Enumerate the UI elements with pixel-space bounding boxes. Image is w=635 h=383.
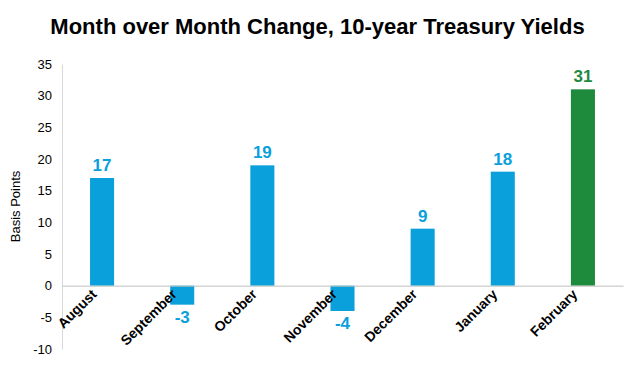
y-tick-label: -5 — [40, 310, 52, 325]
x-tick: September — [117, 286, 182, 349]
y-tick: 35 — [38, 57, 62, 72]
bar — [491, 172, 515, 286]
y-tick-label: 15 — [38, 183, 52, 198]
y-tick-label: 35 — [38, 57, 52, 72]
x-tick-label: November — [280, 286, 340, 346]
y-tick: 15 — [38, 183, 62, 198]
data-labels: 17 -3 19 -4 9 18 31 — [93, 67, 593, 333]
bar — [250, 165, 274, 285]
y-tick: -10 — [33, 342, 62, 357]
x-axis: August September October November December Ja… — [54, 286, 623, 349]
y-tick-label: 25 — [38, 120, 52, 135]
x-tick-label: February — [527, 286, 581, 340]
y-tick-label: 30 — [38, 88, 52, 103]
y-tick: 25 — [38, 120, 62, 135]
data-label: 18 — [493, 150, 512, 169]
plot: -10 -5 0 5 10 15 20 25 30 35 August September Octobe… — [33, 57, 623, 357]
data-label: 17 — [93, 156, 112, 175]
data-label: 31 — [573, 67, 592, 86]
x-tick-label: December — [361, 286, 421, 346]
y-tick: 10 — [38, 215, 62, 230]
y-tick: 5 — [45, 247, 62, 262]
x-tick: December — [361, 286, 423, 346]
x-tick: August — [54, 286, 102, 332]
y-tick-label: -10 — [33, 342, 52, 357]
bar — [411, 229, 435, 286]
y-tick: 20 — [38, 152, 62, 167]
y-tick: 30 — [38, 88, 62, 103]
y-tick-label: 10 — [38, 215, 52, 230]
x-tick: November — [280, 286, 342, 346]
data-label: 19 — [253, 143, 272, 162]
y-tick-label: 5 — [45, 247, 52, 262]
x-tick-label: January — [451, 286, 500, 335]
y-tick: 0 — [45, 278, 62, 293]
data-label: 9 — [418, 207, 427, 226]
x-tick-label: October — [211, 286, 261, 336]
bar — [571, 89, 595, 285]
y-tick-label: 20 — [38, 152, 52, 167]
y-tick-label: 0 — [45, 278, 52, 293]
chart: Month over Month Change, 10-year Treasur… — [0, 0, 635, 383]
bars — [90, 89, 595, 311]
background — [0, 0, 635, 383]
bar — [90, 178, 114, 286]
x-tick: January — [451, 286, 503, 336]
x-tick-label: September — [117, 286, 180, 349]
y-axis: -10 -5 0 5 10 15 20 25 30 35 — [33, 57, 62, 357]
x-tick: October — [211, 286, 263, 336]
title: Month over Month Change, 10-year Treasur… — [50, 14, 584, 39]
x-tick: February — [527, 286, 583, 340]
data-label: -3 — [175, 308, 190, 327]
x-tick-label: August — [54, 286, 100, 332]
x-axis-line — [63, 286, 624, 287]
y-axis-line — [62, 65, 63, 350]
data-label: -4 — [335, 314, 351, 333]
y-axis-title: Basis Points — [8, 170, 23, 242]
